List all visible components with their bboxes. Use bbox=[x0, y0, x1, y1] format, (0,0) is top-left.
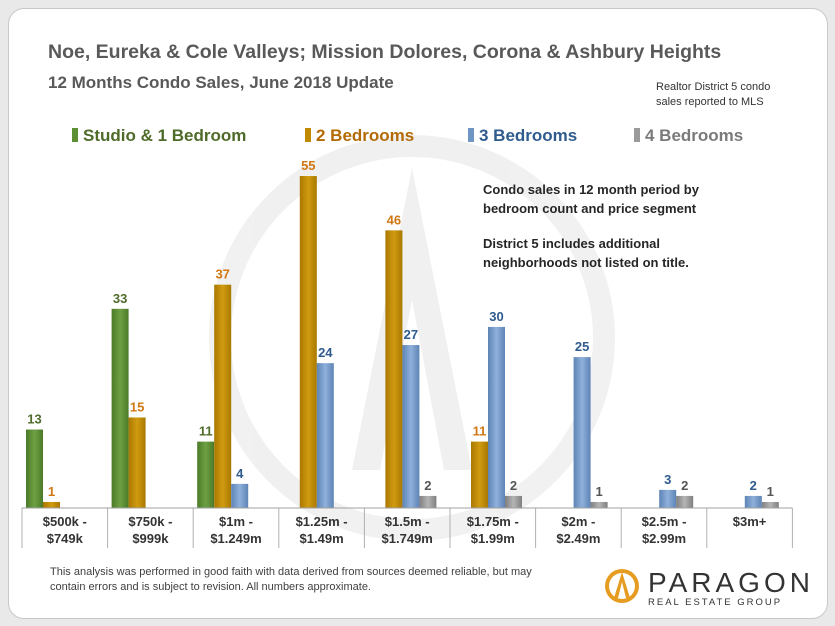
data-label: 2 bbox=[510, 478, 517, 493]
legend-swatch bbox=[305, 128, 311, 142]
bar-studio bbox=[26, 429, 43, 508]
chart-card bbox=[8, 8, 828, 619]
bar-studio bbox=[111, 308, 129, 508]
data-label: 1 bbox=[48, 484, 55, 499]
legend-label: 4 Bedrooms bbox=[645, 126, 744, 145]
bar-three-bed bbox=[231, 483, 249, 508]
data-label: 2 bbox=[681, 478, 688, 493]
data-label: 11 bbox=[473, 424, 487, 439]
x-tick-label: $2.5m -$2.99m bbox=[642, 514, 687, 546]
legend-swatch bbox=[634, 128, 640, 142]
bar-two-bed bbox=[214, 284, 232, 508]
source-note: Realtor District 5 condo sales reported … bbox=[656, 80, 770, 110]
data-label: 15 bbox=[130, 399, 144, 414]
annotation-line: District 5 includes additional bbox=[483, 236, 660, 251]
source-note-line: sales reported to MLS bbox=[656, 96, 764, 108]
bar-four-bed bbox=[419, 495, 437, 508]
data-label: 13 bbox=[27, 412, 41, 427]
disclaimer-line: contain errors and is subject to revisio… bbox=[50, 581, 371, 593]
annotation-line: neighborhoods not listed on title. bbox=[483, 255, 689, 270]
bar-studio bbox=[197, 441, 215, 508]
paragon-wordmark: PARAGON bbox=[648, 567, 814, 598]
legend-label: Studio & 1 Bedroom bbox=[83, 126, 247, 145]
data-label: 25 bbox=[575, 339, 589, 354]
bar-four-bed bbox=[590, 501, 608, 508]
data-label: 2 bbox=[750, 478, 757, 493]
x-tick-label: $3m+ bbox=[733, 514, 767, 529]
bar-four-bed bbox=[761, 501, 779, 508]
bar-four-bed bbox=[505, 495, 522, 508]
paragon-logo-icon bbox=[605, 569, 639, 603]
bar-three-bed bbox=[659, 489, 677, 508]
x-tick-label: $750k -$999k bbox=[128, 514, 172, 546]
paragon-tagline: REAL ESTATE GROUP bbox=[648, 597, 783, 608]
data-label: 37 bbox=[215, 267, 229, 282]
data-label: 46 bbox=[387, 212, 401, 227]
annotation-block: District 5 includes additional neighborh… bbox=[483, 234, 689, 272]
legend-swatch bbox=[72, 128, 78, 142]
data-label: 27 bbox=[404, 327, 418, 342]
bar-two-bed bbox=[43, 501, 60, 508]
bar-three-bed bbox=[316, 363, 334, 508]
x-tick-label: $1.75m -$1.99m bbox=[467, 514, 519, 546]
data-label: 11 bbox=[199, 424, 213, 439]
bar-two-bed bbox=[299, 176, 317, 509]
x-tick-label: $1.25m -$1.49m bbox=[296, 514, 348, 546]
bar-three-bed bbox=[744, 495, 762, 508]
data-label: 1 bbox=[595, 484, 602, 499]
x-tick-label: $500k -$749k bbox=[43, 514, 87, 546]
data-label: 33 bbox=[113, 291, 127, 306]
legend-studio: Studio & 1 Bedroom bbox=[72, 126, 246, 146]
data-label: 55 bbox=[301, 158, 315, 173]
data-label: 30 bbox=[489, 309, 503, 324]
chart-subtitle: 12 Months Condo Sales, June 2018 Update bbox=[48, 73, 394, 92]
bar-two-bed bbox=[128, 417, 146, 508]
legend-four-bed: 4 Bedrooms bbox=[634, 126, 743, 146]
data-label: 2 bbox=[424, 478, 431, 493]
annotation-block: Condo sales in 12 month period by bedroo… bbox=[483, 180, 699, 218]
data-label: 1 bbox=[767, 484, 774, 499]
bar-four-bed bbox=[676, 495, 694, 508]
data-label: 3 bbox=[664, 472, 671, 487]
x-tick-label: $2m -$2.49m bbox=[556, 514, 600, 546]
bar-two-bed bbox=[471, 441, 488, 508]
x-tick-label: $1m -$1.249m bbox=[210, 514, 261, 546]
bar-three-bed bbox=[402, 345, 420, 508]
x-tick-label: $1.5m -$1.749m bbox=[382, 514, 433, 546]
bar-three-bed bbox=[488, 326, 505, 508]
disclaimer: This analysis was performed in good fait… bbox=[50, 565, 590, 595]
annotation-line: Condo sales in 12 month period by bbox=[483, 182, 699, 197]
legend-two-bed: 2 Bedrooms bbox=[305, 126, 414, 146]
disclaimer-line: This analysis was performed in good fait… bbox=[50, 566, 532, 578]
bar-three-bed bbox=[573, 357, 591, 508]
bar-two-bed bbox=[385, 230, 403, 508]
legend-label: 3 Bedrooms bbox=[479, 126, 578, 145]
legend-three-bed: 3 Bedrooms bbox=[468, 126, 577, 146]
source-note-line: Realtor District 5 condo bbox=[656, 81, 771, 93]
data-label: 24 bbox=[318, 345, 333, 360]
legend-swatch bbox=[468, 128, 474, 142]
chart-title: Noe, Eureka & Cole Valleys; Mission Dolo… bbox=[48, 41, 722, 63]
data-label: 4 bbox=[236, 466, 244, 481]
legend-label: 2 Bedrooms bbox=[316, 126, 415, 145]
annotation-line: bedroom count and price segment bbox=[483, 201, 697, 216]
